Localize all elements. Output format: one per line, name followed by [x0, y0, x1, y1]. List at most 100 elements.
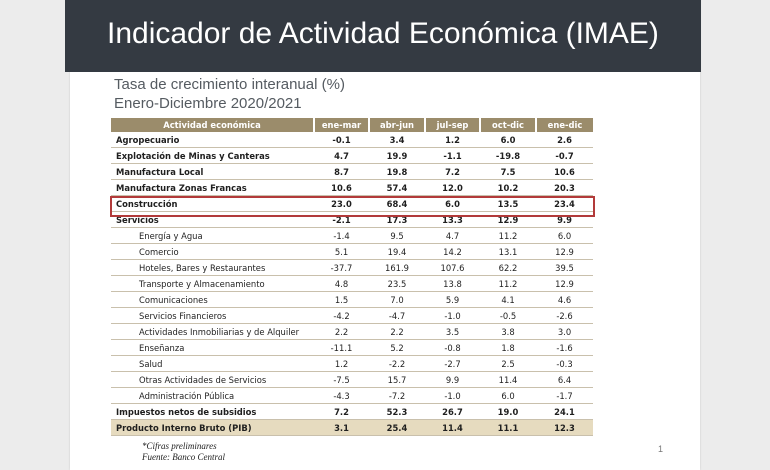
imae-table: Actividad económica ene-mar abr-jun jul-…	[111, 118, 593, 436]
table-cell: 12.3	[536, 419, 593, 436]
table-row: Salud 1.2 -2.2 -2.7 2.5 -0.3	[111, 355, 593, 372]
table-cell: 23.4	[536, 195, 593, 212]
table-cell: -0.1	[314, 132, 369, 148]
table-cell: 7.2	[314, 403, 369, 420]
table-cell: 6.0	[480, 132, 536, 148]
slide-title: Indicador de Actividad Económica (IMAE)	[107, 17, 659, 50]
table-row: Explotación de Minas y Canteras 4.7 19.9 -1…	[111, 147, 593, 164]
table-row: Administración Pública -4.3 -7.2 -1.0 6.0 -1.…	[111, 387, 593, 404]
table-cell: 3.4	[369, 132, 425, 148]
page-number: 1	[658, 444, 664, 454]
title-banner: Indicador de Actividad Económica (IMAE)	[65, 0, 701, 72]
table-row: Actividades Inmobiliarias y de Alquiler 2…	[111, 323, 593, 340]
table-row: Hoteles, Bares y Restaurantes -37.7 161.9 1…	[111, 259, 593, 276]
table-cell: 19.9	[369, 147, 425, 164]
table-cell: 23.5	[369, 275, 425, 292]
table-cell: -2.7	[425, 355, 480, 372]
column-header: ene-mar	[314, 118, 370, 132]
table-row: Construcción 23.0 68.4 6.0 13.5 23.4	[111, 195, 593, 212]
row-label: Energía y Agua	[111, 227, 314, 244]
row-label: Agropecuario	[111, 132, 314, 148]
table-cell: -1.1	[425, 147, 480, 164]
table-cell: 6.0	[536, 227, 593, 244]
table-row: Otras Actividades de Servicios -7.5 15.7 9.…	[111, 371, 593, 388]
table-cell: 10.2	[480, 179, 536, 196]
table-cell: 6.4	[536, 371, 593, 388]
table-cell: 25.4	[369, 419, 425, 436]
table-cell: 10.6	[536, 163, 593, 180]
table-cell: -7.5	[314, 371, 369, 388]
table-cell: 2.2	[314, 323, 369, 340]
table-cell: 1.5	[314, 291, 369, 308]
table-cell: 1.8	[480, 339, 536, 356]
row-label: Comercio	[111, 243, 314, 260]
row-label: Enseñanza	[111, 339, 314, 356]
table-cell: 68.4	[369, 195, 425, 212]
table-cell: 5.9	[425, 291, 480, 308]
row-label: Impuestos netos de subsidios	[111, 403, 314, 420]
table-cell: -0.7	[536, 147, 593, 164]
table-cell: 6.0	[425, 195, 480, 212]
table-header-row: Actividad económica ene-mar abr-jun jul-…	[111, 118, 593, 132]
table-cell: 39.5	[536, 259, 593, 276]
row-label: Otras Actividades de Servicios	[111, 371, 314, 388]
table-cell: 4.6	[536, 291, 593, 308]
table-cell: 52.3	[369, 403, 425, 420]
row-label: Manufactura Zonas Francas	[111, 179, 314, 196]
table-cell: 19.4	[369, 243, 425, 260]
table-cell: 107.6	[425, 259, 480, 276]
table-cell: -1.4	[314, 227, 369, 244]
table-cell: 13.5	[480, 195, 536, 212]
table-cell: 23.0	[314, 195, 369, 212]
table-cell: 62.2	[480, 259, 536, 276]
table-cell: 3.0	[536, 323, 593, 340]
table-cell: 9.5	[369, 227, 425, 244]
table-cell: -2.6	[536, 307, 593, 324]
table-cell: 4.8	[314, 275, 369, 292]
table-row: Producto Interno Bruto (PIB) 3.1 25.4 11.4 1…	[111, 419, 593, 436]
table-cell: 1.2	[425, 132, 480, 148]
table-cell: -4.7	[369, 307, 425, 324]
table-cell: 19.8	[369, 163, 425, 180]
table-cell: -4.3	[314, 387, 369, 404]
table-cell: -0.3	[536, 355, 593, 372]
table-cell: -11.1	[314, 339, 369, 356]
table-cell: -1.0	[425, 387, 480, 404]
table-cell: 13.8	[425, 275, 480, 292]
table-cell: 57.4	[369, 179, 425, 196]
row-label: Actividades Inmobiliarias y de Alquiler	[111, 323, 314, 340]
table-cell: 3.1	[314, 419, 369, 436]
table-cell: 9.9	[425, 371, 480, 388]
table-cell: 7.0	[369, 291, 425, 308]
table-cell: 3.5	[425, 323, 480, 340]
footnote-preliminary: *Cifras preliminares	[142, 441, 217, 451]
table-cell: -4.2	[314, 307, 369, 324]
table-cell: 4.7	[314, 147, 369, 164]
table-cell: 7.2	[425, 163, 480, 180]
footnote-source: Fuente: Banco Central	[142, 452, 225, 462]
column-header: Actividad económica	[111, 118, 315, 132]
table-cell: -7.2	[369, 387, 425, 404]
row-label: Salud	[111, 355, 314, 372]
table-cell: 13.1	[480, 243, 536, 260]
table-row: Manufactura Local 8.7 19.8 7.2 7.5 10.6	[111, 163, 593, 180]
row-label: Explotación de Minas y Canteras	[111, 147, 314, 164]
subtitle-rate: Tasa de crecimiento interanual (%)	[114, 76, 345, 93]
table-row: Transporte y Almacenamiento 4.8 23.5 13.8 11…	[111, 275, 593, 292]
row-label: Servicios Financieros	[111, 307, 314, 324]
table-cell: 4.1	[480, 291, 536, 308]
table-cell: 4.7	[425, 227, 480, 244]
row-label: Manufactura Local	[111, 163, 314, 180]
table-cell: 15.7	[369, 371, 425, 388]
table-row: Comunicaciones 1.5 7.0 5.9 4.1 4.6	[111, 291, 593, 308]
table-cell: 19.0	[480, 403, 536, 420]
table-cell: 12.9	[536, 275, 593, 292]
table-row: Energía y Agua -1.4 9.5 4.7 11.2 6.0	[111, 227, 593, 244]
table-cell: 11.4	[480, 371, 536, 388]
table-cell: 26.7	[425, 403, 480, 420]
table-cell: 2.5	[480, 355, 536, 372]
table-row: Servicios Financieros -4.2 -4.7 -1.0 -0.5 -2.…	[111, 307, 593, 324]
table-cell: 8.7	[314, 163, 369, 180]
table-row: Enseñanza -11.1 5.2 -0.8 1.8 -1.6	[111, 339, 593, 356]
table-cell: -19.8	[480, 147, 536, 164]
